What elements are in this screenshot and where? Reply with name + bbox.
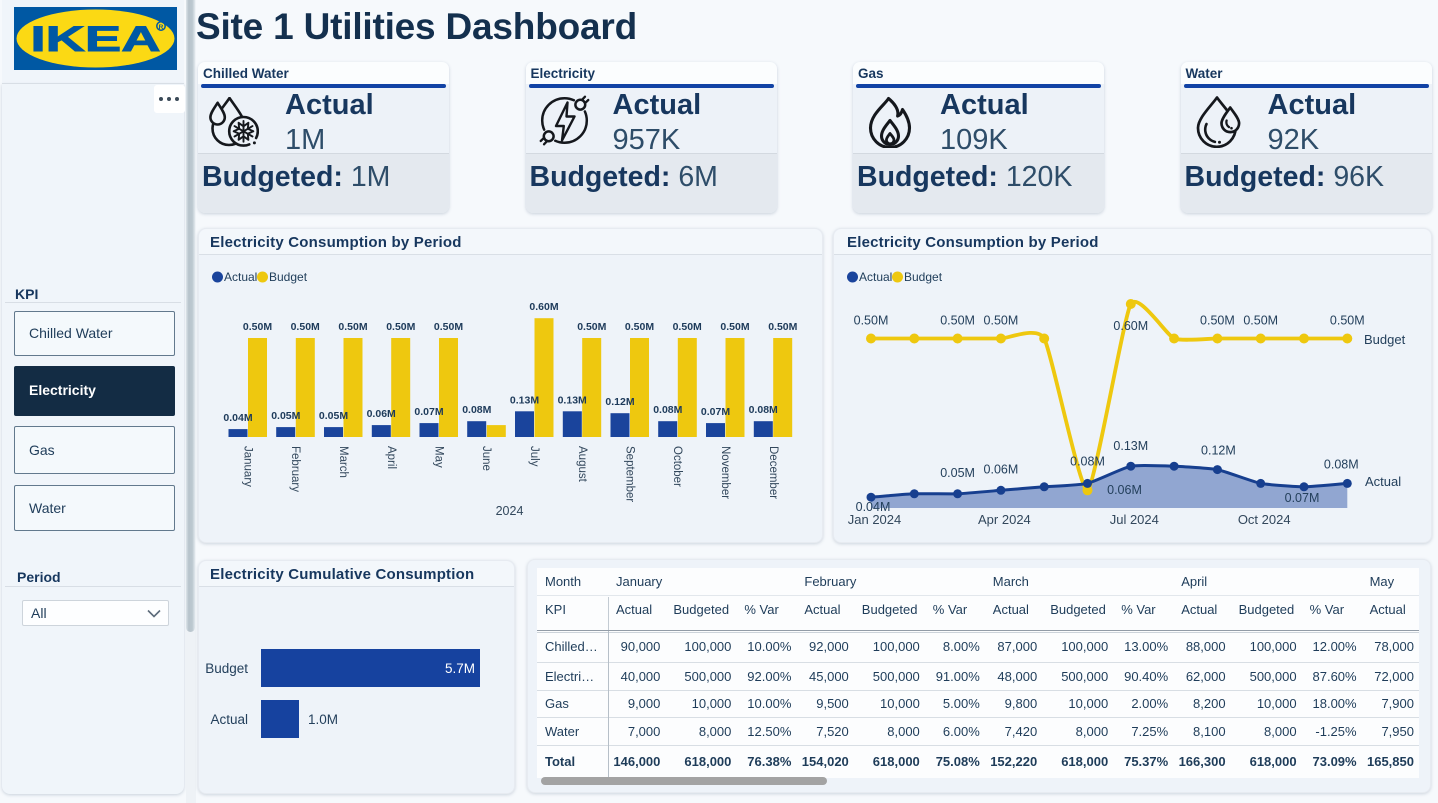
svg-text:0.60M: 0.60M (1113, 319, 1148, 333)
svg-text:0.12M: 0.12M (605, 396, 634, 408)
svg-text:0.50M: 0.50M (984, 314, 1019, 328)
svg-text:0.08M: 0.08M (653, 404, 682, 416)
svg-text:0.07M: 0.07M (1285, 491, 1320, 505)
svg-text:0.60M: 0.60M (529, 301, 558, 313)
svg-text:0.50M: 0.50M (625, 321, 654, 333)
svg-text:0.13M: 0.13M (510, 394, 539, 406)
svg-text:0.08M: 0.08M (462, 404, 491, 416)
svg-text:0.08M: 0.08M (749, 404, 778, 416)
svg-text:0.06M: 0.06M (984, 462, 1019, 476)
svg-text:0.07M: 0.07M (414, 406, 443, 418)
svg-text:0.50M: 0.50M (673, 321, 702, 333)
svg-text:0.13M: 0.13M (558, 394, 587, 406)
svg-text:0.50M: 0.50M (386, 321, 415, 333)
svg-text:0.50M: 0.50M (434, 321, 463, 333)
svg-text:0.50M: 0.50M (1200, 314, 1235, 328)
svg-text:Jul 2024: Jul 2024 (1110, 512, 1159, 527)
svg-text:0.08M: 0.08M (1070, 454, 1105, 468)
svg-text:Apr 2024: Apr 2024 (978, 512, 1031, 527)
svg-text:0.04M: 0.04M (856, 500, 891, 514)
svg-text:0.08M: 0.08M (1324, 457, 1359, 471)
svg-text:Actual: Actual (224, 270, 257, 284)
svg-text:0.50M: 0.50M (577, 321, 606, 333)
svg-text:December: December (767, 446, 779, 499)
svg-text:0.50M: 0.50M (768, 321, 797, 333)
svg-text:2024: 2024 (496, 504, 524, 518)
svg-text:February: February (289, 446, 301, 492)
svg-text:June: June (480, 446, 492, 471)
svg-text:0.50M: 0.50M (291, 321, 320, 333)
svg-text:July: July (528, 446, 540, 467)
svg-text:0.12M: 0.12M (1201, 444, 1236, 458)
svg-text:IKEA: IKEA (31, 20, 161, 59)
svg-text:Actual: Actual (1365, 474, 1401, 489)
svg-text:0.06M: 0.06M (1107, 483, 1142, 497)
svg-text:0.50M: 0.50M (338, 321, 367, 333)
svg-text:0.06M: 0.06M (367, 408, 396, 420)
svg-text:R: R (159, 24, 164, 31)
svg-text:Budget: Budget (1364, 332, 1406, 347)
svg-text:January: January (242, 446, 254, 487)
svg-text:0.05M: 0.05M (319, 410, 348, 422)
svg-text:Budget: Budget (269, 270, 308, 284)
svg-text:September: September (624, 446, 636, 502)
svg-text:Actual: Actual (859, 270, 892, 284)
svg-text:March: March (337, 446, 349, 478)
svg-text:May: May (433, 446, 445, 468)
svg-text:0.05M: 0.05M (271, 410, 300, 422)
svg-text:0.13M: 0.13M (1113, 439, 1148, 453)
svg-text:0.50M: 0.50M (720, 321, 749, 333)
svg-text:0.50M: 0.50M (1330, 314, 1365, 328)
svg-text:October: October (671, 446, 683, 487)
svg-text:0.50M: 0.50M (1243, 314, 1278, 328)
svg-text:Oct 2024: Oct 2024 (1238, 512, 1291, 527)
svg-text:0.50M: 0.50M (854, 314, 889, 328)
svg-text:Jan 2024: Jan 2024 (848, 512, 902, 527)
svg-text:Budget: Budget (904, 270, 943, 284)
svg-text:0.50M: 0.50M (243, 321, 272, 333)
svg-text:0.05M: 0.05M (940, 466, 975, 480)
svg-text:November: November (719, 446, 731, 499)
svg-text:0.07M: 0.07M (701, 406, 730, 418)
svg-text:April: April (385, 446, 397, 469)
svg-text:August: August (576, 446, 588, 483)
svg-text:0.04M: 0.04M (223, 412, 252, 424)
svg-text:0.50M: 0.50M (940, 314, 975, 328)
